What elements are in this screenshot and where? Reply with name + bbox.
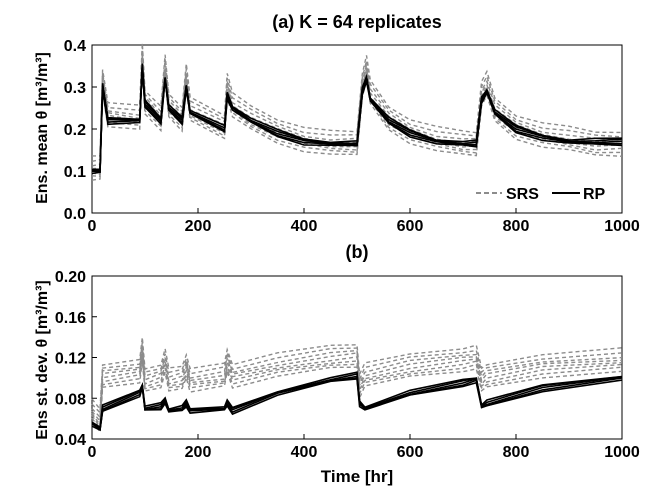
panel-b-x-tick-label: 600: [397, 444, 424, 461]
panel-b-plot: 0 200 400 600 800 1000 0.04 0.08 0.12 0.16 0.20: [55, 269, 640, 461]
panel-a-series-rp-line: [91, 63, 623, 171]
panel-b-y-tick-label: 0.04: [55, 432, 86, 449]
legend: SRS RP: [476, 186, 606, 203]
panel-a-series-srs-line: [91, 58, 623, 174]
panel-b-y-tick-label: 0.16: [55, 310, 86, 327]
panel-b-x-tick-label: 0: [88, 444, 97, 461]
panel-b-series-srs-line: [91, 342, 623, 415]
panel-a-y-tick-label: 0.3: [64, 80, 86, 97]
panel-a-series-rp-line: [91, 67, 623, 173]
panel-b-series-srs-line: [91, 337, 623, 411]
panel-a-title: (a) K = 64 replicates: [272, 12, 442, 32]
panel-b-x-tick-label: 800: [503, 444, 530, 461]
panel-a-series-srs-line: [91, 65, 623, 181]
panel-a-series-rp-line: [91, 67, 623, 175]
panel-b-x-tick-label: 200: [185, 444, 212, 461]
panel-b-x-tick-label: 1000: [604, 444, 640, 461]
panel-a-series-rp-line: [91, 67, 623, 173]
panel-a-x-tick-label: 0: [88, 218, 97, 235]
legend-rp-label: RP: [583, 186, 606, 203]
panel-a-x-tick-label: 1000: [604, 218, 640, 235]
panel-b-ylabel: Ens st. dev. θ [m³/m³]: [34, 280, 51, 439]
panel-a-plot: 0 200 400 600 800 1000 0.0 0.1 0.2 0.3 0.4: [64, 38, 640, 235]
panel-b-title: (b): [346, 242, 369, 262]
panel-b-y-tick-label: 0.08: [55, 391, 86, 408]
panel-a-y-tick-label: 0.4: [64, 38, 86, 55]
panel-a-x-tick-label: 400: [291, 218, 318, 235]
panel-a-series-rp-line: [91, 65, 623, 172]
panel-a-ylabel: Ens. mean θ [m³/m³]: [34, 52, 51, 204]
panel-a-series-srs-line: [91, 63, 623, 178]
panel-a-y-tick-label: 0.2: [64, 122, 86, 139]
panel-b-x-tick-label: 400: [291, 444, 318, 461]
panel-b-series-srs-line: [91, 352, 623, 427]
panel-b-series-srs-line: [91, 354, 623, 430]
panel-b-y-tick-label: 0.12: [55, 351, 86, 368]
panel-a-y-tick-label: 0.1: [64, 164, 86, 181]
panel-a-x-tick-label: 800: [503, 218, 530, 235]
legend-srs-label: SRS: [506, 186, 539, 203]
panel-b-series-rp-line: [91, 373, 623, 431]
panel-b-series-rp-line: [91, 371, 623, 429]
panel-a-x-tick-label: 200: [185, 218, 212, 235]
panel-b-y-tick-label: 0.20: [55, 269, 86, 286]
x-axis-label: Time [hr]: [321, 467, 393, 486]
panel-a-x-tick-label: 600: [397, 218, 424, 235]
panel-a-y-tick-label: 0.0: [64, 206, 86, 223]
